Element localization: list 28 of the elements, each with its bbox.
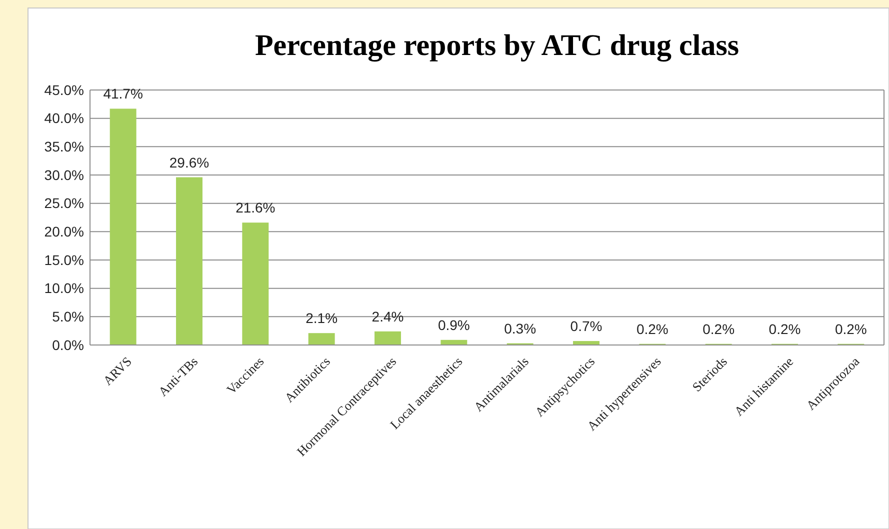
data-label: 0.2%	[636, 320, 668, 337]
y-tick-label: 30.0%	[44, 166, 84, 183]
y-tick-label: 45.0%	[44, 82, 84, 98]
bar	[374, 331, 401, 345]
chart-title: Percentage reports by ATC drug class	[254, 29, 740, 62]
data-label: 0.3%	[504, 320, 536, 336]
data-label: 0.7%	[570, 318, 602, 334]
data-label: 0.2%	[768, 320, 801, 337]
data-label: 0.2%	[834, 320, 867, 337]
y-tick-label: 0.0%	[52, 336, 84, 353]
y-tick-label: 10.0%	[44, 280, 84, 296]
data-label: 41.7%	[103, 86, 143, 102]
y-tick-label: 5.0%	[52, 308, 84, 325]
y-tick-label: 40.0%	[44, 110, 84, 126]
y-tick-label: 25.0%	[44, 195, 84, 212]
data-label: 2.4%	[372, 308, 404, 324]
bar	[308, 333, 335, 345]
data-label: 21.6%	[236, 200, 276, 216]
data-label: 0.2%	[702, 320, 735, 337]
y-tick-label: 35.0%	[44, 138, 84, 155]
data-label: 0.9%	[438, 316, 470, 333]
data-label: 2.1%	[306, 310, 338, 326]
data-label: 29.6%	[169, 154, 210, 170]
y-tick-label: 15.0%	[44, 252, 84, 268]
bar	[110, 108, 136, 345]
bar	[176, 177, 202, 345]
bar	[242, 222, 269, 345]
y-tick-label: 20.0%	[44, 224, 84, 240]
